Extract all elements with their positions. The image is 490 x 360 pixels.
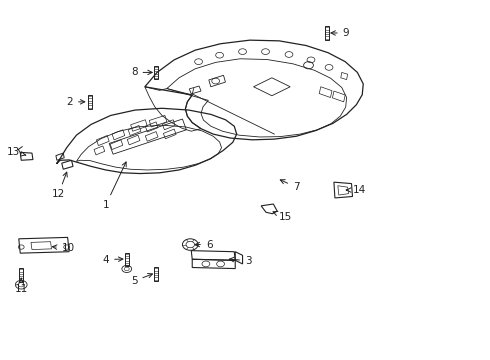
Text: 13: 13 [7, 147, 26, 157]
Text: 11: 11 [15, 278, 28, 294]
Text: 6: 6 [195, 239, 213, 249]
Text: 10: 10 [52, 243, 75, 253]
Text: 7: 7 [280, 180, 299, 192]
Bar [154, 267, 158, 281]
Bar [125, 253, 129, 266]
Text: 12: 12 [52, 172, 67, 199]
Text: 4: 4 [102, 255, 123, 265]
Text: 8: 8 [131, 67, 152, 77]
Text: 5: 5 [131, 274, 152, 286]
Text: 9: 9 [331, 28, 349, 38]
Bar [88, 95, 92, 109]
Text: 2: 2 [66, 97, 85, 107]
Bar [325, 26, 329, 40]
Text: 1: 1 [102, 162, 126, 210]
Bar [154, 66, 158, 79]
Bar [19, 268, 23, 282]
Text: 15: 15 [273, 211, 293, 221]
Text: 3: 3 [229, 256, 252, 266]
Text: 14: 14 [346, 185, 366, 195]
